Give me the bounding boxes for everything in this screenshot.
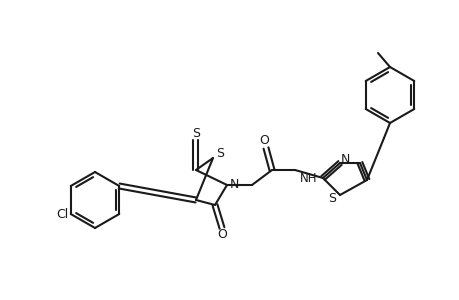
Text: S: S [327, 193, 335, 206]
Text: NH: NH [299, 172, 317, 184]
Text: O: O [258, 134, 269, 146]
Text: Cl: Cl [56, 208, 69, 220]
Text: S: S [191, 127, 200, 140]
Text: S: S [216, 146, 224, 160]
Text: O: O [217, 229, 226, 242]
Text: N: N [340, 152, 349, 166]
Text: N: N [229, 178, 238, 191]
